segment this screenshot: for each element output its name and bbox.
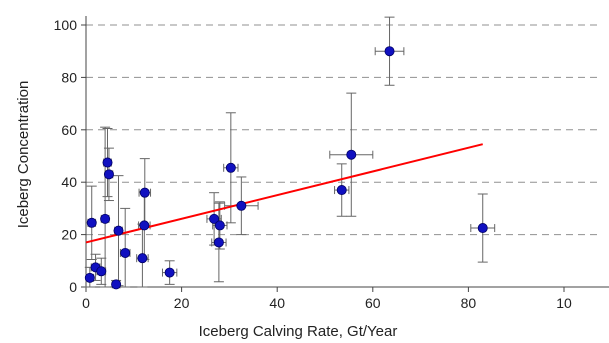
data-point	[96, 266, 107, 277]
axes	[81, 16, 609, 292]
data-point	[113, 225, 124, 236]
data-point	[225, 162, 236, 173]
gridlines	[86, 24, 600, 236]
data-point	[209, 213, 220, 224]
trendline	[85, 143, 483, 244]
data-point	[346, 149, 357, 160]
x-tick-label: 80	[461, 295, 477, 311]
data-point	[84, 272, 95, 283]
data-point	[214, 220, 225, 231]
data-point	[477, 223, 488, 234]
data-point	[86, 217, 97, 228]
y-tick-label: 100	[54, 17, 78, 33]
y-tick-label: 0	[69, 279, 77, 295]
data-point	[384, 46, 395, 57]
data-point	[213, 237, 224, 248]
data-point	[336, 185, 347, 196]
y-tick-label: 40	[61, 174, 77, 190]
data-point	[111, 279, 122, 290]
x-tick-label: 0	[82, 295, 90, 311]
data-point	[139, 220, 150, 231]
error-bars	[84, 16, 496, 289]
y-tick-label: 60	[61, 122, 77, 138]
tick-labels: 0 20 40 60 80 100 0 20 40 60 80 10	[54, 17, 572, 311]
data-point	[137, 253, 148, 264]
data-point	[139, 187, 150, 198]
data-point	[100, 213, 111, 224]
y-tick-label: 20	[61, 227, 77, 243]
y-tick-label: 80	[61, 69, 77, 85]
trendline-layer	[85, 143, 483, 244]
data-point	[164, 267, 175, 278]
x-tick-label: 60	[365, 295, 381, 311]
data-points	[84, 46, 488, 290]
data-point	[120, 247, 131, 258]
x-axis-title: Iceberg Calving Rate, Gt/Year	[199, 323, 398, 340]
data-point	[102, 157, 113, 168]
data-point	[236, 200, 247, 211]
x-tick-label: 10	[556, 295, 572, 311]
error-bar	[119, 207, 131, 288]
x-tick-label: 20	[174, 295, 190, 311]
x-tick-label: 40	[269, 295, 285, 311]
y-axis-title: Iceberg Concentration	[15, 81, 32, 229]
data-point	[103, 169, 114, 180]
